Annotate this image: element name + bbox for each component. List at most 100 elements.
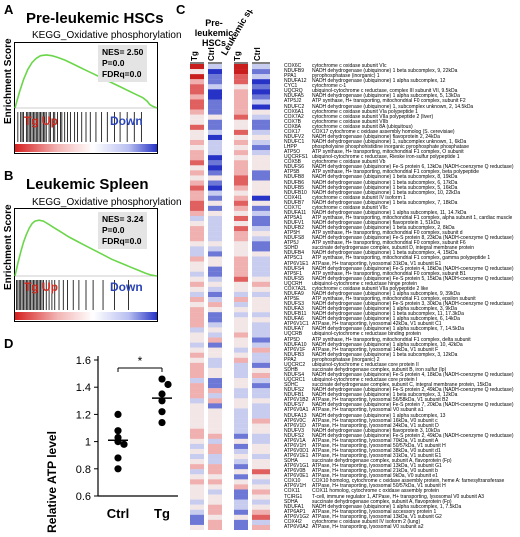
heatmap-cell [208, 256, 222, 262]
heatmap-cell [190, 221, 204, 227]
gene-symbol: NDUFS6 [284, 164, 305, 171]
panel-letter-d: D [4, 336, 14, 351]
panel-b-enrichment-curve [14, 219, 158, 277]
gene-description: ATPase, H+ transporting, lysosomal 31kDa… [312, 453, 442, 460]
heatmap-cell [234, 266, 248, 272]
gene-description: NADH dehydrogenase (ubiquinone) 1 beta s… [312, 189, 461, 196]
gene-description: T-cell, immune regulator 1, ATPase, H+ t… [312, 493, 485, 500]
heatmap-cell [252, 403, 270, 409]
gene-symbol: ATP6V1B2 [284, 397, 309, 404]
heatmap-cell [190, 129, 204, 136]
gene-symbol: ATP5F1 [284, 270, 302, 277]
gene-symbol: COX5B [284, 159, 301, 166]
heatmap-cell [190, 185, 204, 191]
gene-symbol: NDUFA6 [284, 316, 304, 323]
heatmap-cell [252, 124, 270, 130]
atp-data-point [120, 440, 128, 448]
gene-description: NADH dehydrogenase (ubiquinone) 1, subco… [312, 103, 474, 110]
gene-description: ATPase, H+ transporting, lysosomal 14kDa… [312, 346, 439, 353]
gene-symbol: PPA2 [284, 356, 297, 363]
heatmap-cell [234, 165, 248, 171]
heatmap-cell [252, 489, 270, 495]
heatmap-cell [234, 236, 248, 242]
gene-description: NADH dehydrogenase (ubiquinone) Fe-S pro… [312, 371, 514, 378]
heatmap-cell [208, 474, 222, 480]
heatmap-cell [234, 231, 248, 237]
heatmap-cell [190, 459, 204, 465]
heatmap-cell [208, 342, 222, 348]
heatmap-cell [190, 231, 204, 237]
heatmap-cell [234, 342, 248, 348]
gene-description: ATPase, H+ transporting, lysosomal acces… [312, 508, 437, 515]
gene-symbol: NDUFA13 [284, 412, 307, 419]
heatmap-cell [234, 332, 248, 338]
gene-description: NADH dehydrogenase (ubiquinone) 1 alpha … [312, 306, 458, 313]
heatmap-cell [208, 443, 222, 450]
gene-description: succinate dehydrogenase complex, subunit… [312, 458, 452, 465]
panel-a-ylabel: Enrichment Score [3, 38, 14, 124]
heatmap-cell [252, 322, 270, 328]
heatmap-cell [190, 139, 204, 146]
heatmap-cell [252, 104, 270, 110]
gene-description: ATP synthase, H+ transporting, mitochond… [312, 214, 513, 221]
heatmap-cell [252, 398, 270, 404]
heatmap-cell [190, 134, 204, 141]
panel-b-title: Leukemic Spleen [26, 176, 149, 193]
heatmap-cell [208, 281, 222, 288]
gene-symbol: SDHB [284, 366, 298, 373]
gene-symbol: NDUFB9 [284, 68, 305, 75]
heatmap-cell [234, 312, 248, 318]
heatmap-cell [190, 484, 204, 490]
atp-y-label: Relative ATP level [45, 431, 59, 533]
gene-symbol: ATP5O [284, 149, 301, 156]
gene-description: NADH dehydrogenase (ubiquinone) flavopro… [312, 133, 440, 140]
heatmap-cell [252, 200, 270, 206]
heatmap-cell [252, 190, 270, 196]
gene-symbol: UQCRQ [284, 88, 303, 95]
heatmap-cell [208, 418, 222, 424]
gene-description: succinate dehydrogenase complex, subunit… [312, 498, 452, 505]
gene-symbol: COX17 [284, 128, 301, 135]
heatmap-cell [190, 84, 204, 90]
gene-symbol: NDUFS5 [284, 275, 305, 282]
heatmap-cell [208, 286, 222, 293]
heatmap-cell [190, 367, 204, 374]
heatmap-cell [190, 109, 204, 115]
gene-description: ATPase, H+ transporting, lysosomal 9kDa,… [312, 473, 438, 480]
heatmap-cell [252, 210, 270, 217]
panel-b-ylabel: Enrichment Score [3, 204, 14, 290]
gene-symbol: SDHA [284, 498, 298, 505]
heatmap-cell [190, 469, 204, 475]
gene-symbol: ATP6V1E1 [284, 453, 309, 460]
gene-description: cytochrome c oxidase subunit VIa polypep… [312, 108, 418, 115]
heatmap-cell [234, 155, 248, 161]
gene-symbol: NDUFA3 [284, 306, 304, 313]
heatmap-cell [208, 261, 222, 267]
gene-symbol: ATP6V1E1 [284, 260, 309, 267]
heatmap-cell [234, 276, 248, 282]
heatmap-cell [208, 99, 222, 105]
heatmap-cell [252, 291, 270, 298]
heatmap-cell [252, 408, 270, 414]
gene-symbol: NDUFV2 [284, 133, 305, 140]
heatmap-cell [208, 221, 222, 227]
heatmap-cell [190, 322, 204, 328]
heatmap-cell [252, 246, 270, 252]
panel-b-stats-box: NES= 3.24 P=0.0 FDRq=0.0 [98, 212, 148, 249]
heatmap-cell [190, 226, 204, 232]
gene-description: NADH dehydrogenase (ubiquinone) 1 beta s… [312, 351, 458, 358]
gene-symbol: COX4I2 [284, 518, 302, 525]
heatmap-cell [234, 519, 248, 526]
heatmap-cell [190, 393, 204, 399]
heatmap-cell [208, 155, 222, 161]
heatmap-cell [208, 514, 222, 521]
heatmap-cell [190, 281, 204, 288]
heatmap-cell [252, 499, 270, 505]
heatmap-cell [234, 195, 248, 201]
atp-data-point [114, 454, 122, 462]
heatmap-cell [190, 271, 204, 277]
gene-symbol: NDUFB5 [284, 184, 305, 191]
panel-a-stats-box: NES= 2.50 P=0.0 FDRq=0.0 [98, 45, 148, 82]
heatmap-cell [190, 337, 204, 343]
atp-y-tick-label: 0.8 [76, 464, 91, 476]
